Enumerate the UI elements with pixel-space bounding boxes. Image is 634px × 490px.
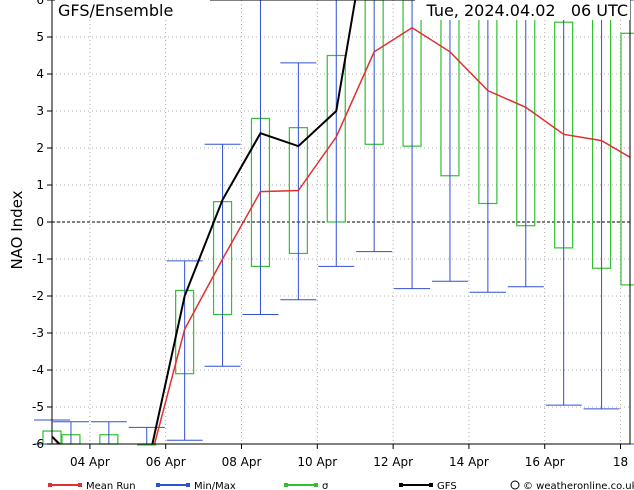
x-tick-label: 08 Apr: [222, 455, 262, 469]
copyright-icon: [510, 480, 520, 490]
x-tick-label: 18: [613, 455, 628, 469]
x-tick-label: 14 Apr: [449, 455, 489, 469]
sigma-boxes: [42, 0, 634, 446]
x-axis-ticks: 04 Apr 06 Apr 08 Apr 10 Apr 12 Apr 14 Apr 16 A…: [70, 444, 628, 469]
subtitle-bg: [415, 0, 630, 20]
y-tick-label: 1: [36, 178, 44, 192]
mean-run-line: [52, 26, 630, 444]
legend-label: σ: [322, 481, 329, 490]
legend: Mean Run Min/Max σ GFS: [48, 481, 457, 490]
legend-marker: [284, 483, 288, 487]
legend-marker: [78, 483, 82, 487]
chart-title: GFS/Ensemble: [58, 1, 173, 20]
y-tick-label: 6: [36, 0, 44, 7]
legend-label: GFS: [437, 481, 457, 490]
y-tick-label: -5: [32, 400, 44, 414]
legend-label: Mean Run: [86, 481, 136, 490]
legend-marker: [186, 483, 190, 487]
credit-text: © weatheronline.co.uk: [523, 481, 634, 490]
y-tick-label: -6: [32, 437, 44, 451]
legend-marker: [314, 483, 318, 487]
legend-marker: [48, 483, 52, 487]
mean-run-series: [52, 26, 630, 444]
x-tick-label: 12 Apr: [373, 455, 413, 469]
y-axis-ticks: -6 -5 -4 -3 -2 -1 0 1 2 3 4 5 6: [32, 0, 52, 451]
y-tick-label: 3: [36, 104, 44, 118]
gfs-line: [52, 0, 357, 444]
legend-marker: [156, 483, 160, 487]
y-tick-label: -1: [32, 252, 44, 266]
y-tick-label: 0: [36, 215, 44, 229]
x-tick-label: 16 Apr: [525, 455, 565, 469]
legend-marker: [429, 483, 433, 487]
y-tick-label: 2: [36, 141, 44, 155]
title-bg: [55, 0, 210, 20]
gfs-series: [52, 0, 357, 444]
y-tick-label: 4: [36, 67, 44, 81]
x-tick-label: 04 Apr: [70, 455, 110, 469]
legend-label: Min/Max: [194, 481, 236, 490]
y-tick-label: -2: [32, 289, 44, 303]
y-tick-label: -4: [32, 363, 44, 377]
legend-marker: [399, 483, 403, 487]
y-tick-label: -3: [32, 326, 44, 340]
y-tick-label: 5: [36, 30, 44, 44]
credit: © weatheronline.co.uk: [510, 480, 634, 490]
x-tick-label: 10 Apr: [297, 455, 337, 469]
sigma-box: [620, 32, 634, 286]
chart-subtitle: Tue, 2024.04.02 06 UTC: [425, 1, 628, 20]
y-axis-label: NAO Index: [8, 190, 26, 269]
x-tick-label: 06 Apr: [146, 455, 186, 469]
